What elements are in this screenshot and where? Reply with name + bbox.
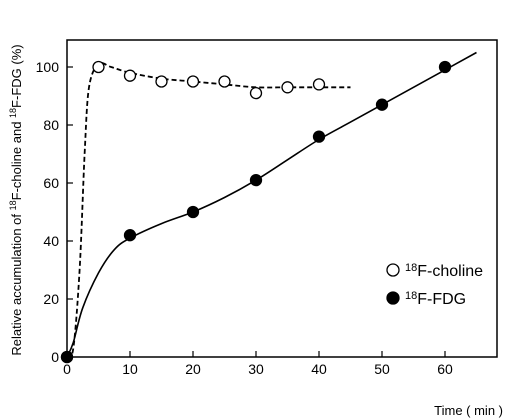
legend-label-fdg: 18F-FDG xyxy=(405,290,466,308)
x-tick-label-30: 30 xyxy=(248,361,264,377)
legend-label-choline-sup: 18 xyxy=(405,262,417,274)
y-axis-label: Relative accumulation of 18F-choline and… xyxy=(8,44,24,355)
data-point-choline-3 xyxy=(155,75,168,88)
x-axis-label: Time ( min ) xyxy=(434,403,503,418)
y-tick-label-20: 20 xyxy=(43,291,59,307)
data-point-fdg-4 xyxy=(312,130,326,143)
y-tick-label-40: 40 xyxy=(43,233,59,249)
data-point-choline-6 xyxy=(249,86,263,100)
axis-ticks: 0 10 20 30 40 50 60 0 20 40 60 80 100 xyxy=(36,59,453,377)
y-tick-label-100: 100 xyxy=(36,59,60,75)
x-tick-label-20: 20 xyxy=(185,361,201,377)
data-point-choline-2 xyxy=(123,69,137,82)
y-axis-label-sup-2: 18 xyxy=(8,108,18,118)
y-tick-label-0: 0 xyxy=(51,349,59,365)
x-tick-label-10: 10 xyxy=(122,361,138,377)
legend-label-choline-rest: F-choline xyxy=(417,263,483,280)
plot-frame xyxy=(66,39,498,358)
y-tick-label-80: 80 xyxy=(43,117,59,133)
x-tick-label-50: 50 xyxy=(374,361,390,377)
data-point-fdg-3 xyxy=(249,173,263,187)
data-point-fdg-5 xyxy=(375,98,389,111)
legend-marker-fdg xyxy=(386,291,400,305)
y-axis-label-part-3: F-FDG (%) xyxy=(9,44,24,108)
data-point-choline-5 xyxy=(218,75,231,88)
legend-label-fdg-rest: F-FDG xyxy=(417,291,466,308)
plot-content xyxy=(60,51,477,364)
x-tick-label-0: 0 xyxy=(63,361,71,377)
legend-marker-choline xyxy=(386,263,400,277)
legend-label-fdg-sup: 18 xyxy=(405,290,417,302)
y-axis-label-part-2: F-choline and xyxy=(9,118,24,200)
data-point-fdg-1 xyxy=(123,229,137,242)
legend: 18F-choline 18F-FDG xyxy=(386,262,483,308)
x-tick-label-60: 60 xyxy=(437,361,453,377)
y-axis-label-part-1: Relative accumulation of xyxy=(9,210,24,355)
y-axis-label-sup-1: 18 xyxy=(8,200,18,210)
data-point-choline-1 xyxy=(92,60,105,74)
data-point-choline-7 xyxy=(281,81,294,94)
series-line-choline xyxy=(66,62,351,359)
data-point-fdg-6 xyxy=(438,60,452,74)
series-line-fdg xyxy=(66,51,477,358)
data-point-fdg-2 xyxy=(186,205,200,219)
data-point-choline-8 xyxy=(312,78,326,91)
legend-label-choline: 18F-choline xyxy=(405,262,483,280)
data-point-choline-4 xyxy=(186,75,200,88)
y-tick-label-60: 60 xyxy=(43,175,59,191)
x-tick-label-40: 40 xyxy=(311,361,327,377)
